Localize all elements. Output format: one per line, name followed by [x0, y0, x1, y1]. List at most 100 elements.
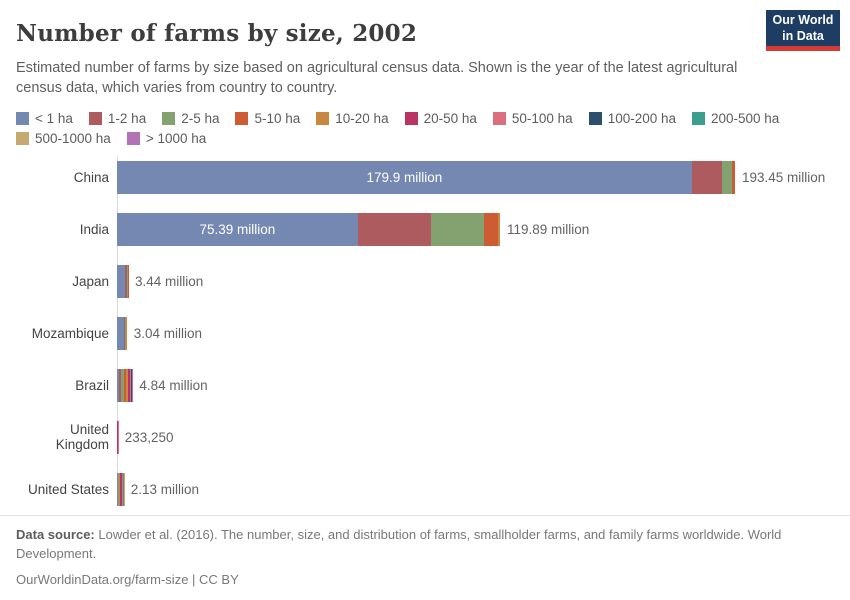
legend-swatch	[404, 111, 418, 125]
bar-segment[interactable]	[122, 472, 124, 506]
bar-segment[interactable]	[117, 316, 124, 350]
legend-swatch	[588, 111, 602, 125]
legend-swatch	[492, 111, 506, 125]
license-link[interactable]: OurWorldinData.org/farm-size | CC BY	[16, 571, 239, 587]
bar-segment[interactable]	[498, 212, 500, 246]
legend-label: 1-2 ha	[107, 110, 147, 126]
bar-segment[interactable]	[721, 160, 732, 194]
bar-segment[interactable]	[121, 472, 123, 506]
legend-item-1000-ha[interactable]: > 1000 ha	[126, 130, 207, 146]
legend-item-500-1000-ha[interactable]: 500-1000 ha	[16, 131, 111, 146]
legend-item-10-20-ha[interactable]: 10-20 ha	[316, 110, 389, 126]
country-label[interactable]: India	[79, 221, 109, 237]
bar-area: 75.39 million 119.89 million	[117, 212, 850, 246]
stacked-bar[interactable]: 75.39 million	[117, 212, 500, 246]
data-source-text: Lowder et al. (2016). The number, size, …	[16, 526, 782, 562]
bar-area: 3.44 million	[117, 264, 850, 298]
stacked-bar[interactable]	[117, 368, 133, 402]
stacked-bar[interactable]: 179.9 million	[117, 160, 735, 194]
legend-item-100-200-ha[interactable]: 100-200 ha	[588, 110, 676, 126]
bar-segment[interactable]	[117, 472, 118, 506]
legend-swatch	[126, 131, 140, 145]
bar-segment[interactable]	[117, 264, 125, 298]
bar-segment[interactable]	[117, 472, 119, 506]
legend-swatch	[16, 131, 29, 145]
owid-logo[interactable]: Our World in Data	[766, 10, 840, 51]
legend-swatch	[16, 111, 29, 125]
data-source-line: Data source: Lowder et al. (2016). The n…	[16, 525, 834, 564]
bar-segment[interactable]	[130, 368, 132, 402]
bar-segment[interactable]	[123, 316, 126, 350]
bar-chart: China 179.9 million 193.45 million India 75.…	[0, 155, 850, 506]
country-label[interactable]: Mozambique	[31, 325, 109, 341]
legend-item-50-100-ha[interactable]: 50-100 ha	[492, 110, 573, 126]
country-label[interactable]: China	[73, 169, 109, 185]
legend-swatch	[692, 111, 705, 125]
bar-segment[interactable]	[120, 472, 122, 506]
stacked-bar[interactable]	[117, 472, 124, 506]
bar-total-label: 193.45 million	[741, 169, 826, 185]
chart-header: Number of farms by size, 2002 Our World …	[0, 0, 850, 99]
bar-segment[interactable]	[483, 212, 499, 246]
chart-subtitle: Estimated number of farms by size based …	[16, 60, 738, 97]
legend-label: 200-500 ha	[711, 110, 780, 126]
segment-value-label: 75.39 million	[199, 221, 276, 237]
legend-item-1-ha[interactable]: < 1 ha	[16, 111, 73, 126]
chart-row: India 75.39 million 119.89 million	[16, 212, 850, 246]
bar-segment[interactable]	[118, 472, 120, 506]
chart-footer: Data source: Lowder et al. (2016). The n…	[0, 514, 850, 600]
bar-segment[interactable]	[127, 264, 128, 298]
bar-area: 3.04 million	[117, 316, 850, 350]
legend-item-2-5-ha[interactable]: 2-5 ha	[162, 111, 219, 126]
legend: < 1 ha 1-2 ha 2-5 ha 5-10 ha 10-20 ha 20-50 h…	[0, 99, 810, 146]
country-label[interactable]: Japan	[72, 273, 109, 289]
legend-swatch	[316, 111, 330, 125]
legend-item-1-2-ha[interactable]: 1-2 ha	[88, 110, 147, 126]
legend-swatch	[162, 111, 176, 125]
bar-segment[interactable]	[691, 160, 722, 194]
stacked-bar[interactable]	[117, 316, 127, 350]
chart-row: China 179.9 million 193.45 million	[16, 160, 850, 194]
bar-segment[interactable]	[125, 368, 128, 402]
legend-item-20-50-ha[interactable]: 20-50 ha	[404, 110, 477, 126]
chart-row: Japan 3.44 million	[16, 264, 850, 298]
bar-segment[interactable]	[357, 212, 431, 246]
legend-label: 50-100 ha	[511, 110, 573, 126]
bar-segment[interactable]	[129, 368, 131, 402]
bar-segment[interactable]	[121, 368, 124, 402]
bar-segment[interactable]: 75.39 million	[117, 212, 358, 246]
legend-item-200-500-ha[interactable]: 200-500 ha	[692, 111, 779, 126]
country-label[interactable]: Brazil	[75, 377, 109, 393]
bar-segment[interactable]	[731, 160, 735, 194]
bar-segment[interactable]	[117, 368, 120, 402]
bar-area: 4.84 million	[117, 368, 850, 402]
bar-segment[interactable]	[119, 368, 122, 402]
legend-label: 10-20 ha	[335, 110, 389, 126]
legend-label: 100-200 ha	[607, 110, 676, 126]
legend-label: 2-5 ha	[181, 110, 220, 126]
stacked-bar[interactable]	[117, 264, 128, 298]
country-label[interactable]: United States	[27, 481, 109, 497]
legend-item-5-10-ha[interactable]: 5-10 ha	[235, 111, 300, 126]
bar-segment[interactable]	[124, 264, 128, 298]
bar-total-label: 3.04 million	[133, 325, 202, 341]
page-title: Number of farms by size, 2002	[16, 20, 418, 47]
legend-label: 500-1000 ha	[35, 130, 111, 146]
bar-segment[interactable]	[131, 368, 133, 402]
bar-area: 179.9 million 193.45 million	[117, 160, 850, 194]
bar-total-label: 119.89 million	[506, 221, 590, 237]
legend-label: 20-50 ha	[423, 110, 477, 126]
country-label[interactable]: United Kingdom	[55, 422, 109, 453]
legend-label: > 1000 ha	[145, 130, 207, 146]
bar-segment[interactable]	[430, 212, 484, 246]
bar-segment[interactable]	[125, 316, 127, 350]
bar-segment[interactable]	[119, 472, 121, 506]
stacked-bar[interactable]	[117, 420, 118, 454]
legend-label: < 1 ha	[35, 110, 73, 126]
bar-segment[interactable]	[123, 368, 126, 402]
bar-segment[interactable]	[127, 368, 130, 402]
chart-row: United States 2.13 million	[16, 472, 850, 506]
bar-segment[interactable]: 179.9 million	[117, 160, 692, 194]
bar-area: 2.13 million	[117, 472, 850, 506]
